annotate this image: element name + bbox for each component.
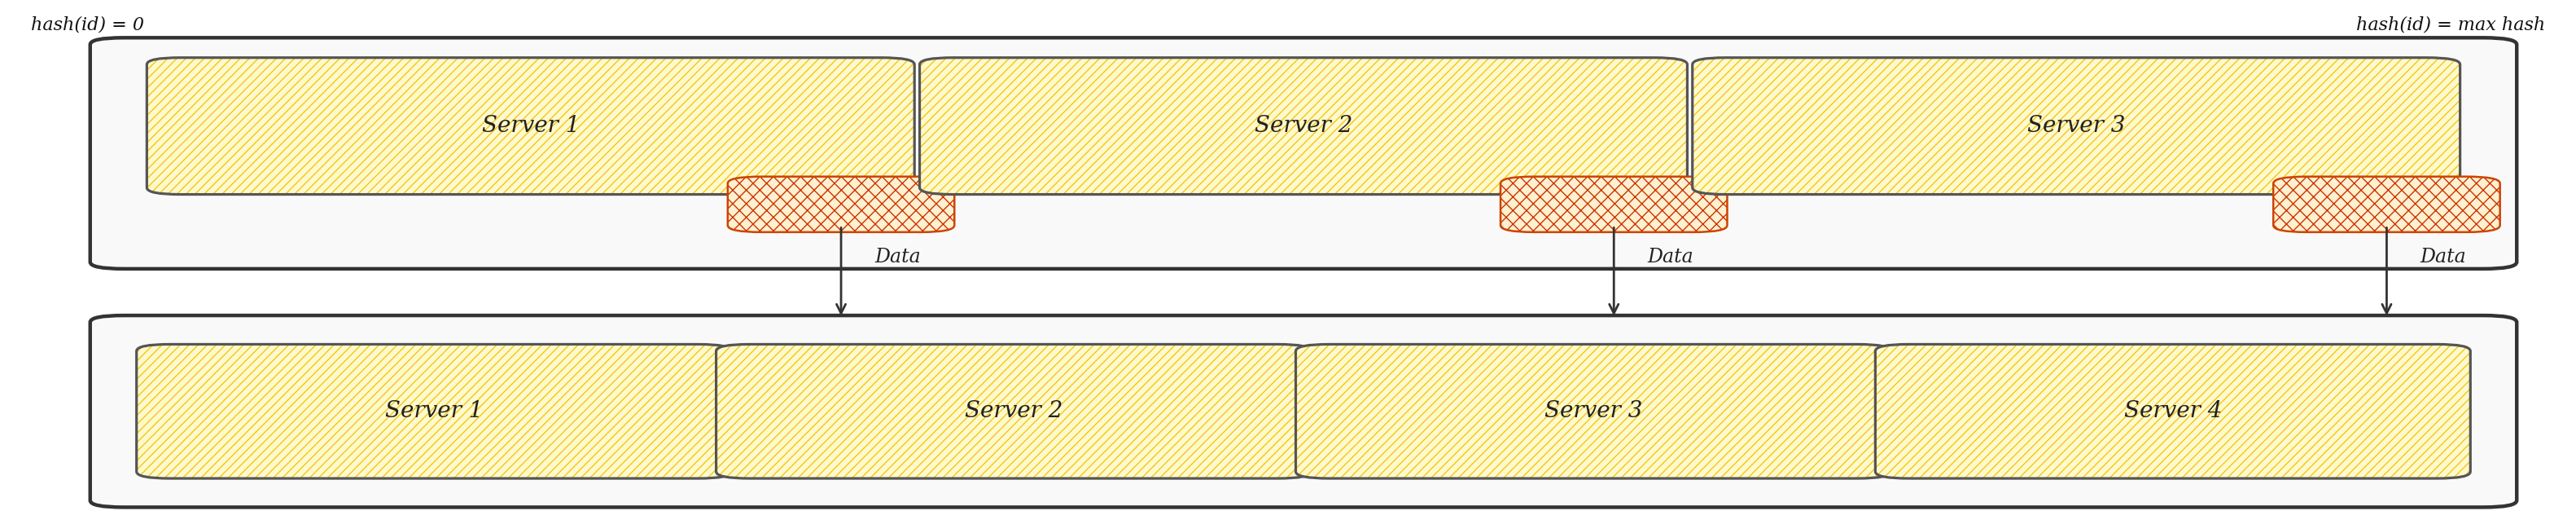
- FancyBboxPatch shape: [1296, 344, 1891, 478]
- FancyBboxPatch shape: [147, 58, 914, 194]
- Text: Server 1: Server 1: [384, 400, 484, 422]
- Text: Server 2: Server 2: [1255, 115, 1352, 137]
- Text: Server 1: Server 1: [482, 115, 580, 137]
- FancyBboxPatch shape: [716, 344, 1311, 478]
- Text: Data: Data: [876, 248, 920, 266]
- FancyBboxPatch shape: [90, 315, 2517, 507]
- FancyBboxPatch shape: [920, 58, 1687, 194]
- Text: Data: Data: [2421, 248, 2465, 266]
- Text: Data: Data: [1649, 248, 1692, 266]
- FancyBboxPatch shape: [1875, 344, 2470, 478]
- FancyBboxPatch shape: [90, 38, 2517, 269]
- Text: hash(id) = 0: hash(id) = 0: [31, 16, 144, 34]
- Text: Server 2: Server 2: [963, 400, 1064, 422]
- Text: hash(id) = max hash: hash(id) = max hash: [2357, 16, 2545, 34]
- FancyBboxPatch shape: [1692, 58, 2460, 194]
- Text: Server 4: Server 4: [2123, 400, 2223, 422]
- Text: Server 3: Server 3: [1543, 400, 1643, 422]
- FancyBboxPatch shape: [729, 177, 956, 232]
- FancyBboxPatch shape: [2275, 177, 2501, 232]
- FancyBboxPatch shape: [137, 344, 732, 478]
- Text: Server 3: Server 3: [2027, 115, 2125, 137]
- FancyBboxPatch shape: [1502, 177, 1728, 232]
